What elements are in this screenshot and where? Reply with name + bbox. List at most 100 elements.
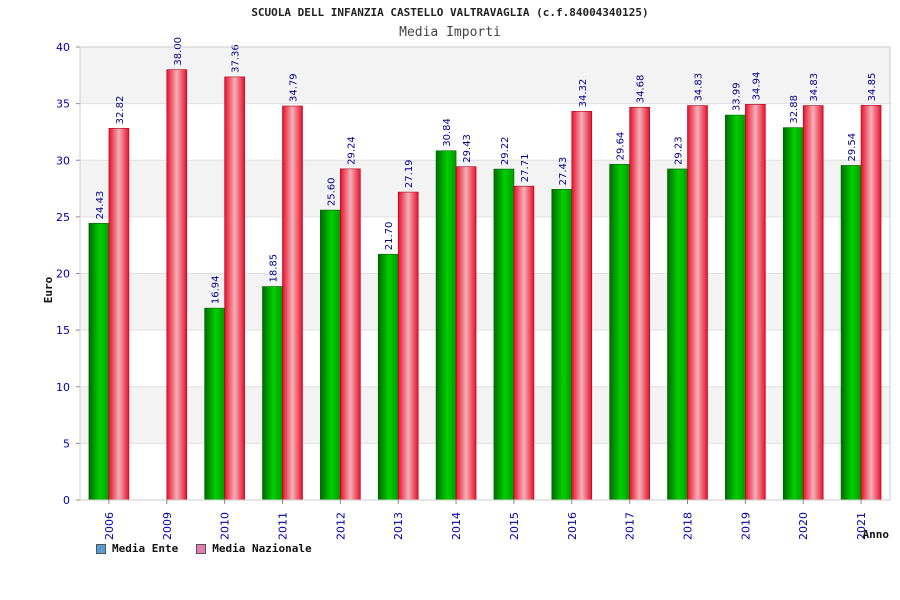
y-tick-label: 25 xyxy=(56,211,70,224)
y-tick-label: 15 xyxy=(56,324,70,337)
grid-band xyxy=(80,47,890,104)
data-label: 37.36 xyxy=(231,44,242,73)
bar-ente xyxy=(609,164,630,501)
plot-border xyxy=(79,46,891,501)
x-tick-label: 2014 xyxy=(450,512,463,540)
data-label: 29.23 xyxy=(674,136,685,165)
data-label: 34.85 xyxy=(867,73,878,102)
data-label: 29.24 xyxy=(346,136,357,165)
bar-nazionale xyxy=(340,168,361,501)
bar-nazionale xyxy=(571,111,593,501)
x-tick-label: 2013 xyxy=(392,512,405,540)
x-tick-label: 2019 xyxy=(739,512,752,540)
data-label: 34.68 xyxy=(636,75,647,104)
y-tick-label: 30 xyxy=(56,154,70,167)
bar-ente xyxy=(435,150,457,501)
grid-band xyxy=(80,216,890,274)
grid-band xyxy=(80,273,890,331)
data-label: 29.54 xyxy=(847,133,858,162)
data-label: 33.99 xyxy=(731,82,742,111)
bar-nazionale xyxy=(802,105,824,501)
x-tick-label: 2012 xyxy=(334,512,347,540)
data-label: 29.64 xyxy=(616,132,627,161)
bars xyxy=(88,69,882,501)
x-tick-label: 2020 xyxy=(797,512,810,540)
data-label: 34.32 xyxy=(578,79,589,108)
data-label: 27.19 xyxy=(404,159,415,188)
bar-ente xyxy=(840,165,862,501)
data-label: 16.94 xyxy=(211,276,222,305)
data-label: 32.88 xyxy=(789,95,800,124)
data-label: 27.71 xyxy=(520,154,531,183)
x-tick-label: 2010 xyxy=(219,512,232,540)
legend-item-ente: Media Ente xyxy=(96,542,178,555)
y-axis-title: Euro xyxy=(42,276,55,303)
legend-swatch-ente xyxy=(96,543,106,554)
bar-nazionale xyxy=(166,69,188,501)
y-tick-label: 20 xyxy=(56,268,70,281)
y-tick-label: 0 xyxy=(63,494,70,507)
bar-ente xyxy=(88,223,110,501)
data-label: 18.85 xyxy=(269,254,280,283)
legend-swatch-nazionale xyxy=(196,543,207,554)
data-label: 25.60 xyxy=(326,177,337,206)
legend-label-nazionale: Media Nazionale xyxy=(212,542,312,555)
chart-title: SCUOLA DELL INFANZIA CASTELLO VALTRAVAGL… xyxy=(251,6,649,19)
grid-band xyxy=(80,386,890,444)
bar-nazionale xyxy=(629,106,650,501)
x-tick-label: 2006 xyxy=(103,512,116,540)
y-tick-label: 10 xyxy=(56,381,70,394)
data-label: 34.79 xyxy=(289,73,300,102)
y-tick-label: 5 xyxy=(63,437,70,450)
bar-ente xyxy=(262,286,283,501)
x-tick-label: 2017 xyxy=(624,512,637,540)
bar-nazionale xyxy=(397,191,419,501)
data-label: 34.94 xyxy=(751,72,762,101)
y-tick-label: 40 xyxy=(56,41,70,54)
bar-nazionale xyxy=(687,105,708,501)
y-tick-label: 35 xyxy=(56,98,70,111)
legend: Media Ente Media Nazionale xyxy=(96,542,312,555)
x-axis-title: Anno xyxy=(863,528,890,541)
bar-ente xyxy=(725,114,746,501)
bar-nazionale xyxy=(224,76,245,501)
grid-band xyxy=(80,160,890,217)
bar-nazionale xyxy=(282,105,303,501)
bar-ente xyxy=(377,253,399,501)
bar-ente xyxy=(551,189,573,501)
x-tick-label: 2018 xyxy=(682,512,695,540)
data-label: 34.83 xyxy=(809,73,820,102)
data-label: 32.82 xyxy=(115,96,126,125)
data-label: 34.83 xyxy=(694,73,705,102)
x-tick-label: 2009 xyxy=(161,512,174,540)
legend-item-nazionale: Media Nazionale xyxy=(196,542,312,555)
bar-ente xyxy=(667,168,688,501)
grid-band xyxy=(80,443,890,500)
x-tick-label: 2015 xyxy=(508,512,521,540)
bar-ente xyxy=(320,209,341,501)
axes: 0 5 10 15 20 25 30 35 40 2006 2009 2010 2011 2012 2013… xyxy=(56,41,891,540)
legend-label-ente: Media Ente xyxy=(112,542,179,555)
x-tick-label: 2011 xyxy=(277,512,290,540)
data-label: 27.43 xyxy=(558,157,569,186)
data-label: 29.22 xyxy=(500,136,511,165)
grid-band xyxy=(80,330,890,387)
bar-ente xyxy=(204,307,225,501)
bar-ente xyxy=(782,127,804,501)
grid-band xyxy=(80,103,890,161)
bar-nazionale xyxy=(108,128,130,501)
data-label: 24.43 xyxy=(95,191,106,220)
bar-nazionale xyxy=(455,166,477,501)
bar-nazionale xyxy=(745,104,766,501)
chart-subtitle: Media Importi xyxy=(399,25,501,40)
data-label: 30.84 xyxy=(442,118,453,147)
bar-nazionale xyxy=(860,105,882,501)
data-label: 29.43 xyxy=(462,134,473,163)
bar-ente xyxy=(493,168,515,501)
x-tick-label: 2016 xyxy=(566,512,579,540)
bar-nazionale xyxy=(513,185,535,501)
x-tick-label: 2021 xyxy=(855,512,868,540)
data-label: 38.00 xyxy=(173,37,184,66)
data-labels: 24.43 32.82 38.00 16.94 37.36 18.85 34.79 25.60… xyxy=(95,37,878,304)
